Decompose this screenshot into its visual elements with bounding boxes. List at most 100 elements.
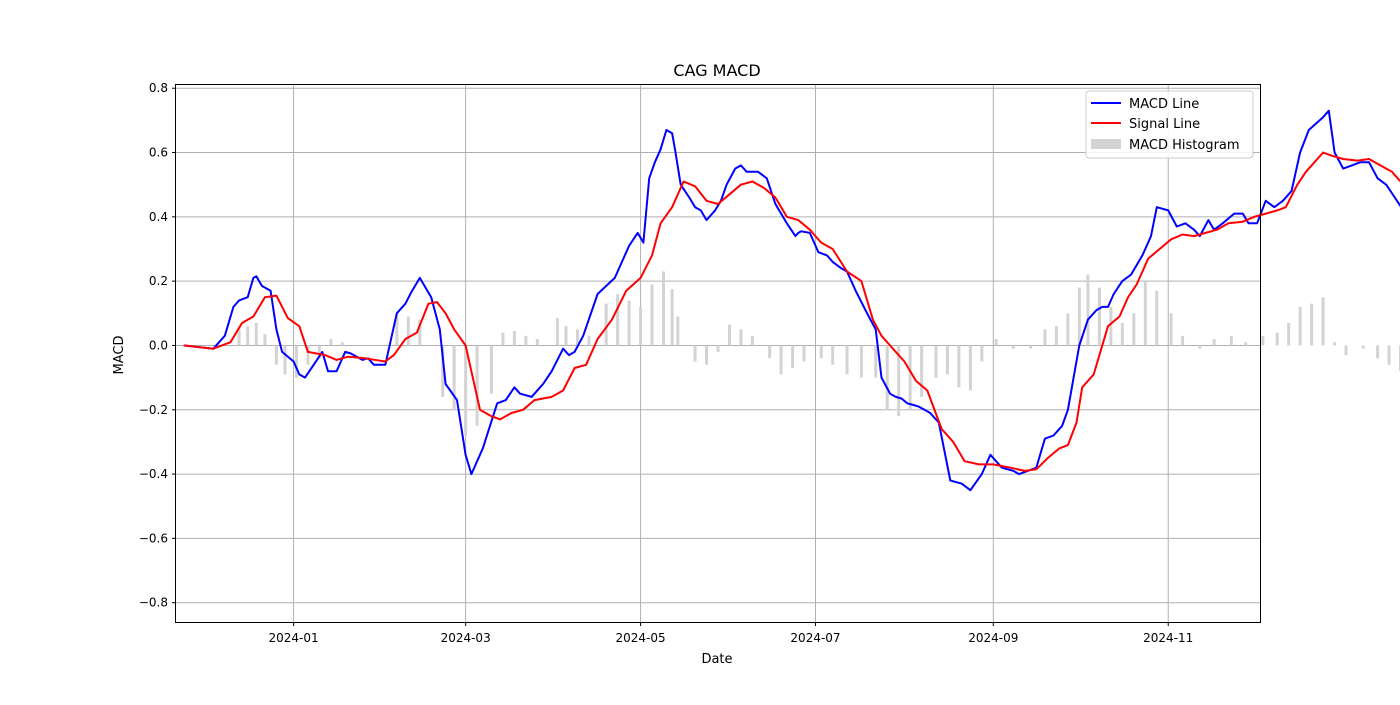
plot-frame bbox=[175, 84, 1261, 623]
histogram-bar bbox=[1376, 345, 1380, 359]
histogram-bar bbox=[1344, 345, 1348, 356]
histogram-bar bbox=[716, 345, 720, 352]
histogram-bar bbox=[1155, 290, 1159, 346]
histogram-bar bbox=[575, 329, 579, 346]
y-tick-label: −0.4 bbox=[139, 467, 168, 481]
histogram-bar bbox=[791, 345, 795, 368]
histogram-bar bbox=[802, 345, 806, 362]
histogram-bar bbox=[1321, 297, 1325, 346]
histogram-bar bbox=[1310, 303, 1314, 346]
histogram-bar bbox=[306, 345, 310, 365]
histogram-bar bbox=[1054, 326, 1058, 346]
histogram-bar bbox=[1181, 335, 1185, 346]
histogram-bar bbox=[1132, 313, 1136, 346]
y-tick-label: 0.8 bbox=[149, 81, 168, 95]
histogram-bar bbox=[845, 345, 849, 375]
histogram-bar bbox=[1011, 345, 1015, 349]
histogram-bar bbox=[1275, 332, 1279, 346]
chart-title: CAG MACD bbox=[673, 61, 760, 80]
y-tick-label: 0.6 bbox=[149, 146, 168, 160]
histogram-bar bbox=[395, 313, 399, 346]
histogram-bar bbox=[329, 339, 333, 346]
histogram-bar bbox=[475, 345, 479, 426]
histogram-bar bbox=[727, 324, 731, 346]
histogram-bar bbox=[885, 345, 889, 410]
histogram-bar bbox=[968, 345, 972, 391]
histogram-bar bbox=[994, 339, 998, 346]
x-tick-label: 2024-09 bbox=[968, 631, 1018, 645]
histogram-bar bbox=[317, 345, 321, 359]
histogram-bar bbox=[874, 345, 878, 378]
histogram-bar bbox=[831, 345, 835, 365]
series-lines bbox=[183, 109, 1400, 492]
histogram-bar bbox=[627, 300, 631, 346]
histogram-bar bbox=[406, 316, 410, 346]
histogram-bar bbox=[897, 345, 901, 417]
legend-histogram-label: MACD Histogram bbox=[1129, 138, 1240, 153]
histogram-bar bbox=[1212, 339, 1216, 346]
histogram-bar bbox=[859, 345, 863, 378]
histogram-bar bbox=[705, 345, 709, 365]
histogram-bar bbox=[441, 345, 445, 397]
histogram-bar bbox=[1143, 281, 1147, 346]
histogram-bar bbox=[1029, 345, 1033, 349]
y-axis-label: MACD bbox=[112, 336, 127, 375]
y-tick-label: 0.0 bbox=[149, 338, 168, 352]
axis-ticks: 2024-01 2024-03 2024-05 2024-07 2024-09 2024-… bbox=[139, 81, 1193, 645]
histogram-bar bbox=[1097, 287, 1101, 346]
x-tick-label: 2024-07 bbox=[790, 631, 840, 645]
histogram-bar bbox=[604, 303, 608, 346]
histogram-bar bbox=[980, 345, 984, 362]
histogram-bar bbox=[1120, 322, 1124, 346]
legend-histogram-swatch bbox=[1091, 139, 1121, 149]
y-tick-label: 0.4 bbox=[149, 210, 168, 224]
histogram-bar bbox=[908, 345, 912, 410]
histogram-bar bbox=[489, 345, 493, 394]
histogram-bar bbox=[670, 289, 674, 346]
histogram-bar bbox=[1109, 306, 1113, 346]
grid bbox=[176, 85, 1260, 622]
histogram-bar bbox=[1333, 342, 1337, 346]
legend-macd-line-label: MACD Line bbox=[1129, 97, 1199, 112]
legend: MACD Line Signal Line MACD Histogram bbox=[1085, 90, 1254, 159]
y-tick-label: −0.8 bbox=[139, 596, 168, 610]
x-tick-label: 2024-11 bbox=[1143, 631, 1193, 645]
histogram-bar bbox=[254, 322, 258, 346]
histogram-bar bbox=[1261, 335, 1265, 346]
histogram-bar bbox=[768, 345, 772, 359]
signal-line-series bbox=[183, 151, 1400, 472]
histogram-bar bbox=[274, 345, 278, 365]
histogram-bar bbox=[1298, 306, 1302, 346]
histogram-bar bbox=[1244, 342, 1248, 346]
histogram-bar bbox=[555, 318, 559, 346]
histogram-bar bbox=[501, 332, 505, 346]
histogram-bar bbox=[452, 345, 456, 410]
x-tick-label: 2024-01 bbox=[269, 631, 319, 645]
histogram-bar bbox=[676, 316, 680, 346]
histogram-bar bbox=[1169, 313, 1173, 346]
histogram-bar bbox=[1086, 274, 1090, 346]
legend-signal-line-label: Signal Line bbox=[1129, 117, 1200, 132]
histogram-bar bbox=[418, 319, 422, 346]
histogram-bar bbox=[750, 335, 754, 346]
y-tick-label: 0.2 bbox=[149, 274, 168, 288]
histogram-bar bbox=[237, 329, 241, 346]
x-tick-label: 2024-03 bbox=[441, 631, 491, 645]
histogram-bar bbox=[1077, 287, 1081, 346]
y-tick-label: −0.6 bbox=[139, 531, 168, 545]
histogram-bar bbox=[294, 345, 298, 378]
histogram-bar bbox=[1066, 313, 1070, 346]
histogram-bar bbox=[564, 326, 568, 346]
macd-histogram bbox=[237, 271, 1400, 436]
histogram-bar bbox=[739, 329, 743, 346]
histogram-bar bbox=[263, 334, 267, 346]
histogram-bar bbox=[693, 345, 697, 362]
histogram-bar bbox=[1287, 322, 1291, 346]
histogram-bar bbox=[464, 345, 468, 436]
legend-frame bbox=[1085, 90, 1254, 159]
histogram-bar bbox=[779, 345, 783, 375]
histogram-bar bbox=[957, 345, 961, 388]
histogram-bar bbox=[616, 294, 620, 346]
